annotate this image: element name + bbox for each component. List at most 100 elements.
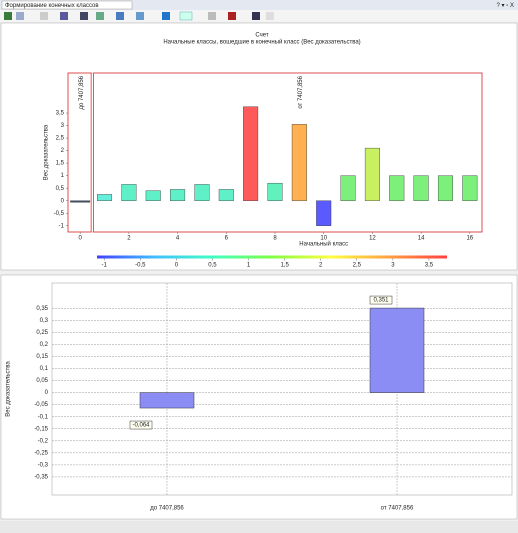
tool-icon[interactable]: [40, 12, 48, 20]
toolbar: [0, 10, 518, 22]
y-tick-label: 0,25: [36, 330, 48, 336]
y-tick-label: -0,1: [38, 414, 49, 420]
tool-icon[interactable]: [162, 12, 170, 20]
value-label: 0,351: [373, 298, 389, 304]
tool-icon[interactable]: [80, 12, 88, 20]
colorbar-tick-label: -1: [102, 263, 108, 269]
tool-icon[interactable]: [16, 12, 24, 20]
colorbar-tick-label: 3: [391, 263, 395, 269]
bar: [413, 175, 429, 201]
x-tick-label: 4: [176, 236, 180, 242]
bar: [291, 124, 307, 201]
tool-icon[interactable]: [4, 12, 12, 20]
x-tick-label: 14: [418, 236, 425, 242]
bar: [364, 147, 380, 201]
y-tick-label: 2: [61, 148, 65, 154]
tool-icon[interactable]: [266, 12, 274, 20]
value-label-box: [129, 420, 153, 430]
value-label-box: [369, 295, 393, 305]
chart-subtitle: Начальные классы, вошедшие в конечный кл…: [163, 39, 360, 46]
bar: [369, 307, 425, 393]
y-tick-label: -0,15: [34, 426, 48, 432]
x-tick-label: 10: [320, 236, 327, 242]
x-tick-label: 12: [369, 236, 376, 242]
bar: [97, 194, 113, 201]
bar: [70, 200, 91, 203]
y-tick-label: 0,35: [36, 306, 48, 312]
status-bar: [0, 521, 518, 533]
annotation: до 7407,856: [79, 75, 85, 109]
bar: [243, 106, 259, 201]
y-tick-label: -0,35: [34, 475, 48, 481]
y-tick-label: 3: [61, 123, 65, 129]
y-tick-label: -0,05: [34, 402, 48, 408]
y-axis-label: Вес доказательства: [44, 124, 50, 180]
bar: [218, 189, 234, 201]
y-tick-label: -0,5: [54, 211, 65, 217]
x-tick-label: 0: [79, 236, 83, 242]
colorbar-tick-label: 0,5: [208, 263, 217, 269]
colorbar-tick-label: 1: [247, 263, 251, 269]
colorbar-tick-label: 1,5: [280, 263, 289, 269]
bar: [267, 182, 283, 201]
colorbar-tick-label: 2: [319, 263, 323, 269]
y-tick-label: 0,1: [40, 366, 49, 372]
value-label: -0,064: [132, 423, 150, 429]
y-tick-label: 0: [45, 390, 49, 396]
x-tick-label: 2: [127, 236, 131, 242]
x-axis-label: Начальный класс: [299, 241, 348, 248]
y-tick-label: 0,2: [40, 342, 49, 348]
tool-icon[interactable]: [228, 12, 236, 20]
top-panel: [0, 22, 518, 271]
bar: [170, 189, 186, 201]
window-controls[interactable]: ? ▾ ▫ X: [497, 3, 514, 9]
y-tick-label: 0: [61, 198, 65, 204]
tool-icon[interactable]: [208, 12, 216, 20]
y-tick-label: -0,3: [38, 462, 49, 468]
x-tick-label: 16: [466, 236, 473, 242]
tool-icon[interactable]: [60, 12, 68, 20]
bar: [389, 175, 405, 201]
y-tick-label: 0,15: [36, 354, 48, 360]
y-tick-label: 0,5: [56, 186, 65, 192]
y-tick-label: 1: [61, 173, 65, 179]
y-tick-label: -0,2: [38, 438, 49, 444]
bar: [139, 392, 195, 409]
y-tick-label: 3,5: [56, 111, 65, 117]
y-tick-label: 0,3: [40, 318, 49, 324]
y-tick-label: -0,25: [34, 450, 48, 456]
annotation: от 7407,856: [298, 75, 304, 108]
colorbar: [97, 255, 447, 259]
colorbar-tick-label: 0: [175, 263, 179, 269]
region-box: [93, 72, 483, 233]
x-tick-label: 6: [225, 236, 229, 242]
colorbar-tick-label: -0,5: [135, 263, 146, 269]
bar: [145, 190, 161, 201]
y-axis-label: Вес доказательства: [6, 361, 12, 417]
x-tick-label: от 7407,856: [381, 506, 414, 512]
y-tick-label: 0,05: [36, 378, 48, 384]
region-box: [67, 72, 92, 233]
plot-area: [51, 282, 513, 496]
y-tick-label: 2,5: [56, 136, 65, 142]
bar: [340, 175, 356, 201]
window-title: Формирование конечных классов: [5, 3, 99, 9]
x-tick-label: 8: [273, 236, 277, 242]
bottom-panel: [0, 274, 518, 520]
y-tick-label: -1: [59, 223, 65, 229]
colorbar-tick-label: 3,5: [425, 263, 434, 269]
y-tick-label: 1,5: [56, 161, 65, 167]
bar: [121, 184, 137, 201]
tool-icon[interactable]: [179, 11, 193, 21]
title-bar: [0, 0, 518, 10]
title-box: [1, 0, 133, 10]
colorbar-tick-label: 2,5: [353, 263, 362, 269]
x-tick-label: до 7407,856: [150, 506, 184, 512]
tool-icon[interactable]: [136, 12, 144, 20]
bar: [316, 200, 332, 226]
tool-icon[interactable]: [96, 12, 104, 20]
tool-icon[interactable]: [252, 12, 260, 20]
tool-icon[interactable]: [116, 12, 124, 20]
